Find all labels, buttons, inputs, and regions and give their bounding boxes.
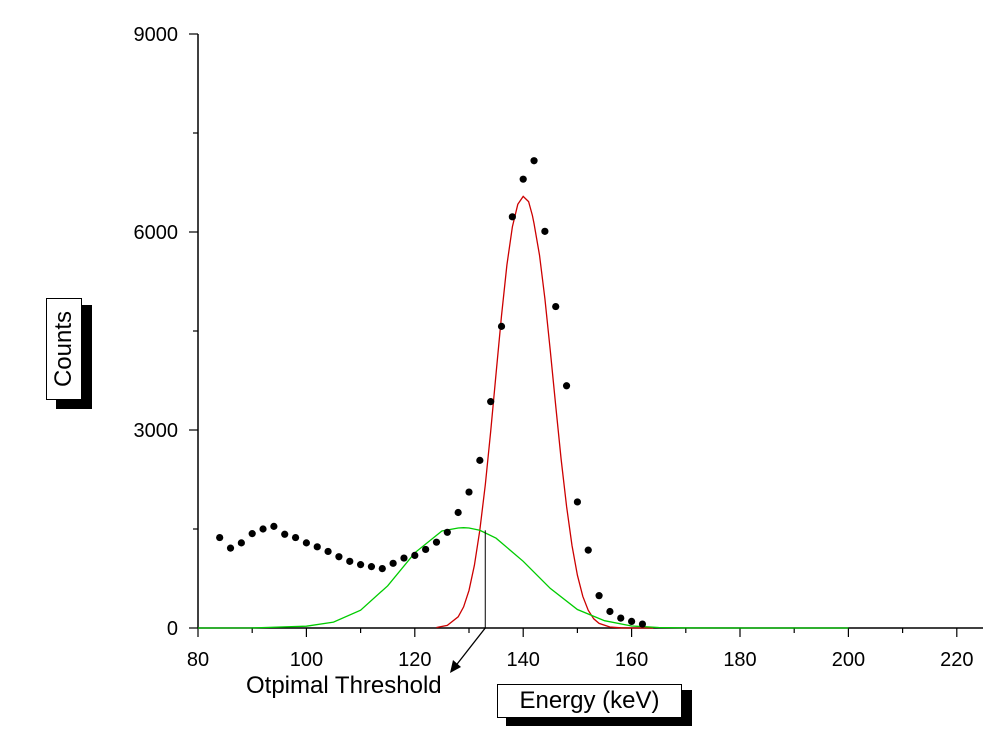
- data-point: [367, 563, 376, 571]
- data-point: [595, 592, 603, 600]
- x-axis-label: Energy (keV): [519, 687, 660, 714]
- green-fit-curve: [197, 527, 849, 629]
- red-fit-curve: [436, 195, 654, 629]
- data-point: [313, 543, 321, 551]
- data-point: [628, 617, 636, 626]
- data-point: [226, 544, 235, 552]
- data-point: [422, 545, 430, 554]
- data-point: [432, 538, 441, 546]
- threshold-arrow-head: [450, 660, 461, 673]
- y-tick-label: 9000: [134, 24, 179, 46]
- data-point: [324, 547, 332, 556]
- data-point: [519, 175, 527, 183]
- data-point: [552, 302, 560, 311]
- data-point: [378, 565, 386, 573]
- x-tick-label: 80: [187, 649, 209, 671]
- data-point: [411, 551, 419, 560]
- data-point: [638, 620, 647, 628]
- x-tick-label: 100: [290, 649, 323, 671]
- x-tick-label: 120: [398, 649, 431, 671]
- data-point: [573, 498, 582, 506]
- data-point: [584, 546, 592, 554]
- x-tick-label: 140: [507, 649, 540, 671]
- data-point: [562, 382, 571, 390]
- x-tick-label: 200: [832, 649, 865, 671]
- data-point: [606, 607, 614, 616]
- threshold-arrow-shaft: [453, 627, 486, 669]
- data-point: [497, 322, 506, 330]
- data-point: [291, 533, 300, 542]
- data-point: [508, 213, 516, 221]
- data-point: [487, 398, 495, 406]
- plot-area: 80 100 120 140 160 180 200 220 0 3000 6000 9000: [134, 24, 983, 673]
- data-point: [357, 561, 365, 569]
- data-point: [335, 553, 343, 561]
- data-point: [346, 557, 354, 565]
- data-point: [237, 539, 245, 547]
- data-point: [617, 614, 625, 622]
- data-point: [454, 508, 462, 517]
- threshold-annotation-label: Otpimal Threshold: [246, 672, 442, 699]
- y-axis-label-box: Counts: [46, 298, 82, 400]
- data-point: [281, 530, 289, 538]
- data-point: [541, 227, 549, 235]
- x-tick-label: 220: [940, 649, 973, 671]
- y-tick-label: 6000: [134, 222, 179, 244]
- y-tick-label: 3000: [134, 420, 179, 442]
- data-point: [259, 525, 267, 533]
- y-axis-label: Counts: [50, 310, 77, 388]
- x-axis-label-box: Energy (keV): [497, 684, 682, 718]
- x-tick-label: 160: [615, 649, 648, 671]
- y-tick-label: 0: [167, 618, 178, 640]
- data-point: [443, 528, 451, 536]
- data-point: [476, 456, 484, 464]
- data-point: [389, 559, 397, 567]
- data-point: [248, 530, 256, 538]
- data-point: [216, 533, 224, 542]
- data-point: [465, 488, 473, 496]
- data-point: [302, 539, 310, 547]
- data-point: [400, 554, 408, 562]
- data-point: [530, 157, 538, 165]
- data-point: [270, 522, 278, 530]
- x-tick-label: 180: [723, 649, 756, 671]
